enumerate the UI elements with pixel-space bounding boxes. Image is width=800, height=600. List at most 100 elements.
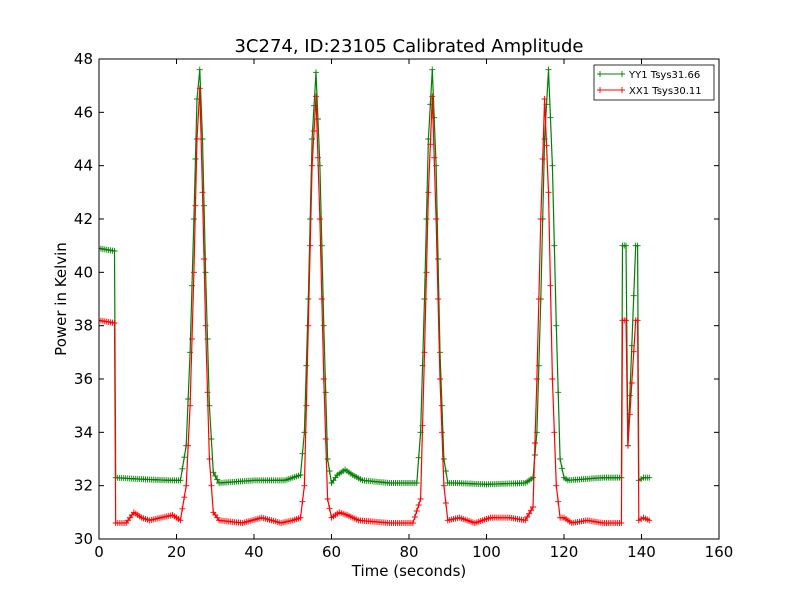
y-tick-label: 44 — [74, 157, 93, 175]
data-point — [320, 322, 327, 329]
data-point — [626, 411, 633, 418]
data-point — [421, 349, 428, 356]
data-point — [111, 248, 118, 254]
data-point — [316, 216, 323, 222]
data-point — [318, 296, 325, 302]
data-point — [537, 216, 544, 222]
data-point — [313, 69, 319, 76]
data-point — [551, 429, 558, 436]
data-point — [559, 465, 566, 472]
data-point — [192, 156, 199, 162]
data-point — [204, 389, 211, 396]
data-point — [630, 348, 637, 355]
data-point — [415, 454, 422, 461]
data-point — [324, 496, 331, 502]
data-point — [429, 93, 436, 100]
legend-marker — [619, 71, 625, 77]
data-point — [551, 242, 558, 249]
data-point — [190, 269, 197, 276]
y-tick-label: 36 — [74, 370, 93, 388]
data-point — [413, 480, 420, 486]
legend-label-yy1: YY1 Tsys31.66 — [628, 70, 700, 81]
data-point — [181, 494, 188, 501]
x-tick-label: 160 — [705, 543, 734, 561]
data-point — [547, 282, 554, 289]
data-point — [196, 66, 203, 73]
data-point — [177, 477, 184, 484]
data-point — [539, 156, 546, 162]
data-point — [618, 520, 625, 526]
data-point — [545, 66, 552, 73]
legend-marker — [619, 87, 625, 93]
data-point — [555, 498, 562, 505]
data-point — [535, 296, 542, 302]
data-point — [201, 202, 208, 209]
data-point — [437, 349, 443, 356]
data-point — [417, 496, 424, 502]
data-point — [433, 216, 440, 222]
data-point — [431, 114, 438, 121]
data-point — [435, 296, 442, 302]
data-point — [429, 66, 436, 73]
data-point — [201, 256, 208, 262]
legend-box — [593, 64, 715, 101]
data-point — [409, 520, 416, 526]
data-point — [431, 154, 438, 161]
data-point — [553, 482, 560, 489]
data-point — [628, 380, 635, 386]
x-tick-label: 20 — [167, 543, 186, 561]
data-point — [440, 482, 447, 489]
data-point — [214, 476, 221, 483]
data-point — [530, 474, 536, 481]
data-point — [438, 402, 445, 409]
data-point — [437, 376, 443, 382]
data-point — [524, 514, 531, 520]
data-point — [440, 456, 447, 462]
data-point — [326, 505, 333, 512]
data-point — [181, 454, 188, 461]
data-point — [630, 292, 637, 299]
data-point — [623, 317, 629, 324]
y-tick-label: 46 — [74, 103, 93, 121]
data-point — [419, 422, 426, 429]
data-point — [301, 429, 308, 436]
y-tick-label: 38 — [74, 317, 93, 335]
series-xx1 — [99, 85, 653, 526]
data-point — [634, 242, 641, 249]
data-point — [624, 442, 631, 449]
y-tick-label: 34 — [74, 423, 93, 441]
data-point — [547, 114, 554, 121]
data-point — [297, 472, 304, 478]
data-point — [212, 472, 219, 479]
data-point — [179, 465, 186, 472]
data-point — [324, 456, 331, 462]
data-point — [199, 189, 206, 196]
data-point — [206, 456, 213, 462]
legend-label-xx1: XX1 Tsys30.11 — [629, 86, 702, 97]
y-tick-label: 48 — [74, 50, 93, 68]
data-point — [311, 128, 318, 134]
data-point — [187, 402, 194, 409]
data-point — [541, 96, 548, 102]
data-point — [208, 482, 215, 489]
data-point — [303, 402, 310, 409]
x-tick-label: 140 — [627, 543, 656, 561]
data-point — [549, 376, 556, 382]
data-point — [199, 136, 206, 142]
data-point — [299, 450, 306, 457]
data-point — [413, 508, 420, 514]
y-axis-label: Power in Kelvin — [52, 242, 70, 356]
y-tick-label: 42 — [74, 210, 93, 228]
data-point — [526, 510, 533, 517]
y-tick-label: 40 — [74, 263, 93, 281]
data-point — [634, 317, 641, 324]
data-point — [194, 136, 201, 142]
data-point — [543, 142, 550, 149]
data-point — [192, 202, 199, 209]
data-point — [646, 517, 653, 524]
data-point — [314, 154, 321, 161]
data-point — [299, 498, 306, 505]
data-point — [318, 242, 325, 249]
data-point — [322, 436, 329, 442]
